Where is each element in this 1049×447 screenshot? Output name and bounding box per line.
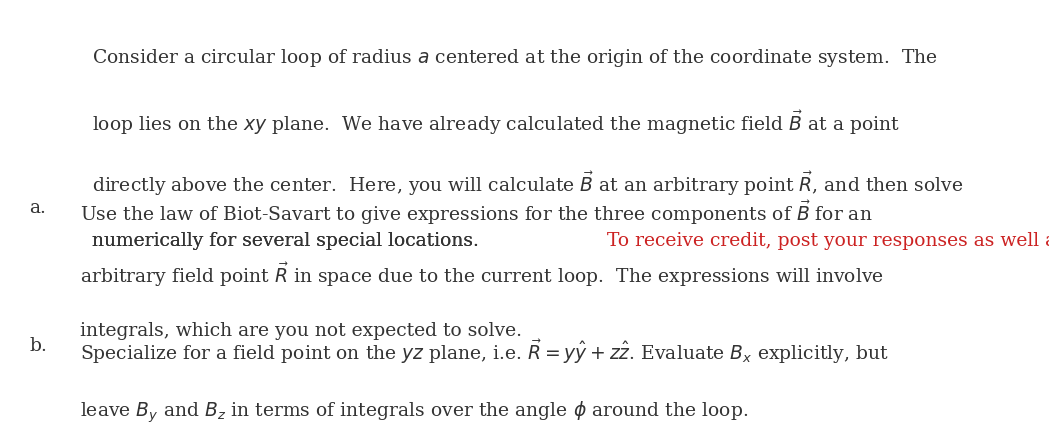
Text: Use the law of Biot-Savart to give expressions for the three components of $\vec: Use the law of Biot-Savart to give expre… <box>80 199 873 227</box>
Text: directly above the center.  Here, you will calculate $\vec{B}$ at an arbitrary p: directly above the center. Here, you wil… <box>92 170 964 198</box>
Text: numerically for several special locations.: numerically for several special location… <box>92 232 491 250</box>
Text: To receive credit, post your responses as well as: To receive credit, post your responses a… <box>607 232 1049 250</box>
Text: b.: b. <box>29 337 47 355</box>
Text: integrals, which are you not expected to solve.: integrals, which are you not expected to… <box>80 322 521 340</box>
Text: arbitrary field point $\vec{R}$ in space due to the current loop.  The expressio: arbitrary field point $\vec{R}$ in space… <box>80 261 883 289</box>
Text: Specialize for a field point on the $yz$ plane, i.e. $\vec{R} = y\hat{y}+z\hat{z: Specialize for a field point on the $yz$… <box>80 337 889 366</box>
Text: loop lies on the $xy$ plane.  We have already calculated the magnetic field $\ve: loop lies on the $xy$ plane. We have alr… <box>92 109 900 137</box>
Text: numerically for several special locations.: numerically for several special location… <box>92 232 491 250</box>
Text: leave $B_y$ and $B_z$ in terms of integrals over the angle $\phi$ around the loo: leave $B_y$ and $B_z$ in terms of integr… <box>80 399 748 425</box>
Text: a.: a. <box>29 199 46 217</box>
Text: Consider a circular loop of radius $a$ centered at the origin of the coordinate : Consider a circular loop of radius $a$ c… <box>92 47 939 69</box>
